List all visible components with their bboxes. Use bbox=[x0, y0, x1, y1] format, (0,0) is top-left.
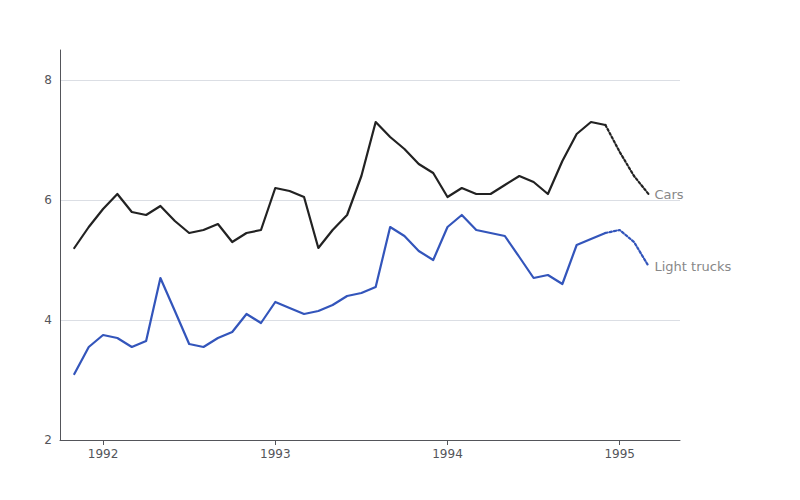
svg-text:1993: 1993 bbox=[260, 447, 291, 461]
svg-text:2: 2 bbox=[44, 433, 52, 447]
svg-text:4: 4 bbox=[44, 313, 52, 327]
svg-text:1992: 1992 bbox=[88, 447, 119, 461]
svg-text:1994: 1994 bbox=[432, 447, 463, 461]
svg-text:8: 8 bbox=[44, 73, 52, 87]
svg-text:Light trucks: Light trucks bbox=[654, 259, 731, 274]
svg-text:1995: 1995 bbox=[604, 447, 635, 461]
svg-text:6: 6 bbox=[44, 193, 52, 207]
svg-text:Cars: Cars bbox=[654, 187, 683, 202]
